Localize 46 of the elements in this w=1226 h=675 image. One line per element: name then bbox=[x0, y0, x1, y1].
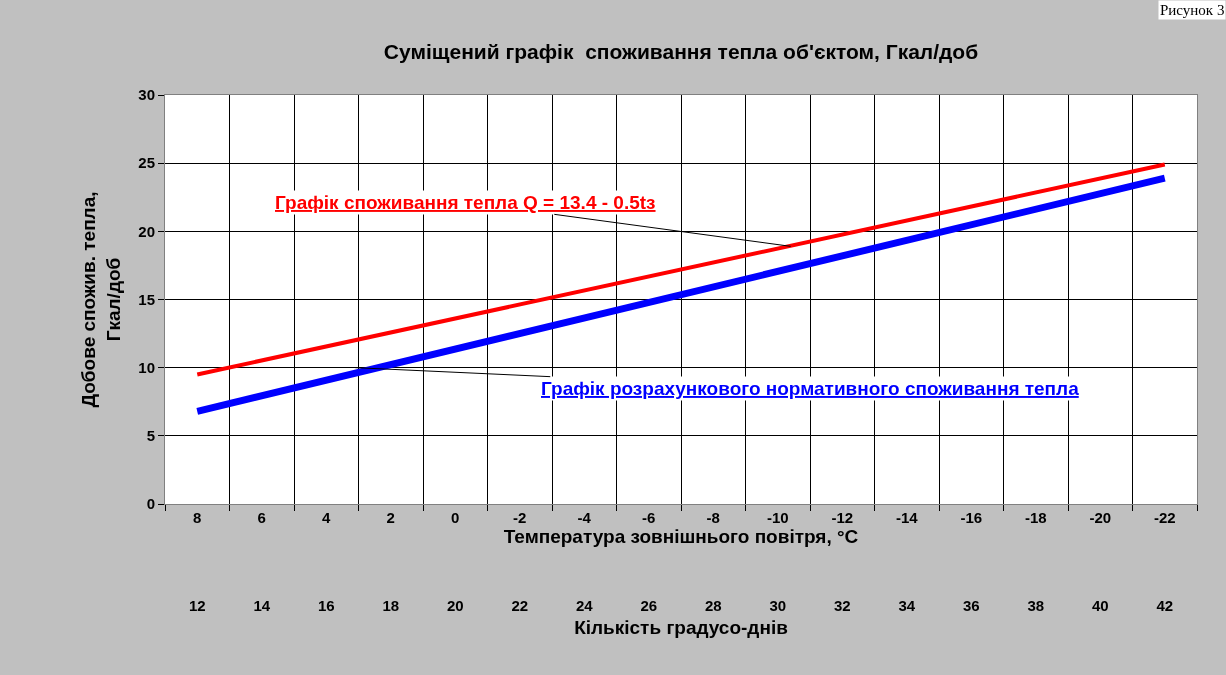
annotation: Графік розрахункового нормативного споживання тепла bbox=[541, 378, 1080, 399]
x-tick-label: -18 bbox=[1024, 509, 1047, 526]
y-tick-label: 0 bbox=[146, 495, 155, 513]
y-tick-label: 15 bbox=[138, 290, 155, 308]
x2-tick-label: 28 bbox=[704, 596, 722, 614]
x-tick-label: -2 bbox=[513, 509, 527, 526]
text: Рисунок 3 bbox=[1160, 2, 1225, 18]
x2-axis-title: Кількість градусо-днів bbox=[574, 617, 788, 639]
x-tick-label: -20 bbox=[1089, 509, 1112, 526]
x-tick-label: 2 bbox=[386, 509, 395, 526]
x2-tick-label: 36 bbox=[962, 596, 980, 614]
x2-tick-label: 38 bbox=[1027, 596, 1045, 614]
x-tick-label: -12 bbox=[831, 509, 854, 526]
x2-tick-label: 18 bbox=[382, 596, 400, 614]
x-tick-label: -4 bbox=[577, 509, 592, 526]
x2-tick-label: 34 bbox=[898, 596, 916, 614]
x-tick-label: -14 bbox=[895, 509, 919, 526]
x2-tick-label: 30 bbox=[769, 596, 787, 614]
y-axis-title: Добове спожив. тепла, Гкал/доб bbox=[78, 191, 125, 408]
annotation: Графік споживання тепла Q = 13.4 - 0.5tз bbox=[275, 192, 656, 213]
x2-tick-label: 16 bbox=[317, 596, 335, 614]
x2-tick-label: 42 bbox=[1156, 596, 1174, 614]
x2-tick-label: 22 bbox=[511, 596, 529, 614]
x-tick-label: 8 bbox=[193, 509, 202, 526]
x-tick-label: 4 bbox=[322, 509, 332, 526]
x2-tick-label: 24 bbox=[575, 596, 594, 614]
x2-tick-label: 26 bbox=[640, 596, 658, 614]
x-tick-label: -8 bbox=[706, 509, 720, 526]
x-tick-label: -6 bbox=[642, 509, 656, 526]
x2-tick-label: 32 bbox=[833, 596, 851, 614]
x-tick-label: 0 bbox=[451, 509, 460, 526]
x-tick-label: -22 bbox=[1153, 509, 1176, 526]
x-axis-title: Температура зовнішнього повітря, °C bbox=[503, 526, 859, 547]
x-tick-label: -10 bbox=[766, 509, 789, 526]
x2-tick-label: 12 bbox=[188, 596, 206, 614]
x2-tick-label: 20 bbox=[446, 596, 464, 614]
chart-title: Суміщений графік споживання тепла об'єктом, Гкал/доб bbox=[383, 40, 979, 64]
x2-tick-label: 14 bbox=[253, 596, 271, 614]
x2-tick-label: 40 bbox=[1091, 596, 1109, 614]
y-tick-label: 10 bbox=[138, 358, 155, 376]
y-tick-label: 5 bbox=[146, 427, 155, 445]
y-tick-label: 30 bbox=[138, 86, 155, 104]
x-tick-label: 6 bbox=[257, 509, 266, 526]
x-tick-label: -16 bbox=[960, 509, 983, 526]
y-tick-label: 25 bbox=[138, 154, 155, 172]
y-tick-label: 20 bbox=[138, 222, 155, 240]
